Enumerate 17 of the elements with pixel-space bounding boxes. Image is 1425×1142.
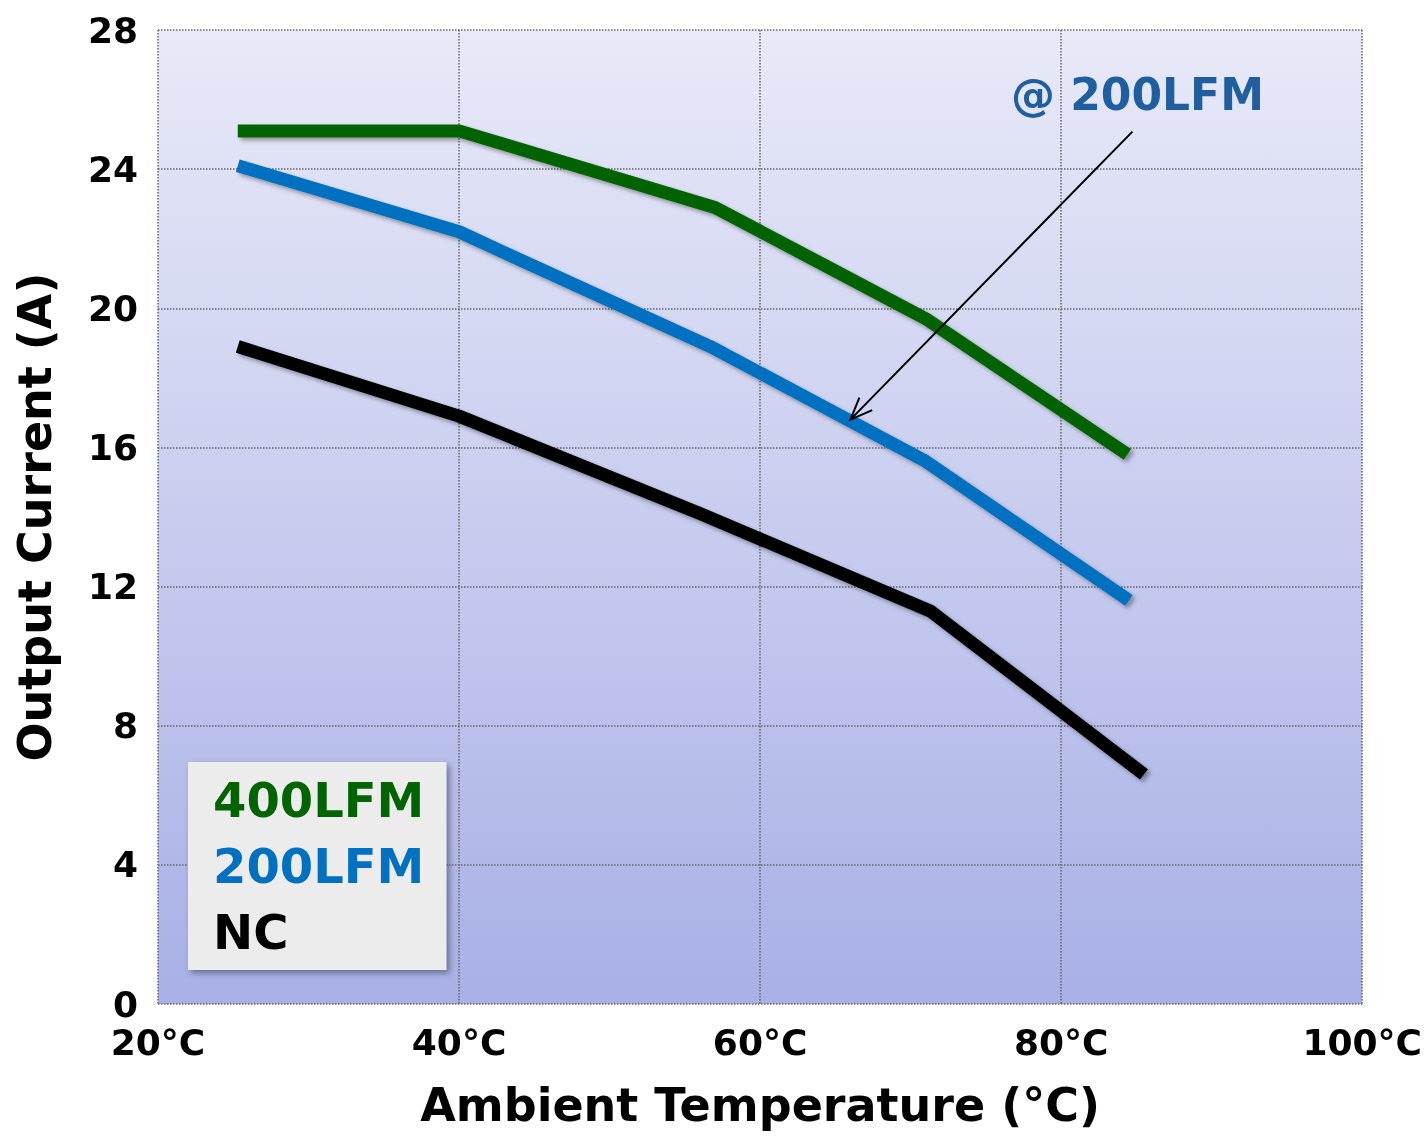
text: 400LFM [213, 772, 425, 828]
text: NC [213, 904, 289, 960]
y-tick-label: 8 [112, 705, 138, 747]
y-axis-title: Output Current (A) [8, 272, 62, 762]
y-tick-label: 12 [87, 566, 138, 608]
y-tick-label: 28 [87, 9, 138, 51]
y-tick-label: 4 [112, 844, 138, 886]
x-tick-label: 80°C [1013, 1021, 1109, 1063]
annotation: @ 200LFM [1010, 68, 1264, 120]
x-tick-label: 40°C [411, 1021, 507, 1063]
y-tick-label: 20 [87, 287, 138, 329]
y-tick-label: 16 [87, 426, 138, 468]
text: 200LFM [213, 838, 425, 894]
x-axis-title: Ambient Temperature (°C) [420, 1078, 1101, 1132]
y-tick-label: 24 [87, 148, 138, 190]
x-tick-label: 60°C [712, 1021, 808, 1063]
x-tick-label: 100°C [1302, 1021, 1423, 1063]
